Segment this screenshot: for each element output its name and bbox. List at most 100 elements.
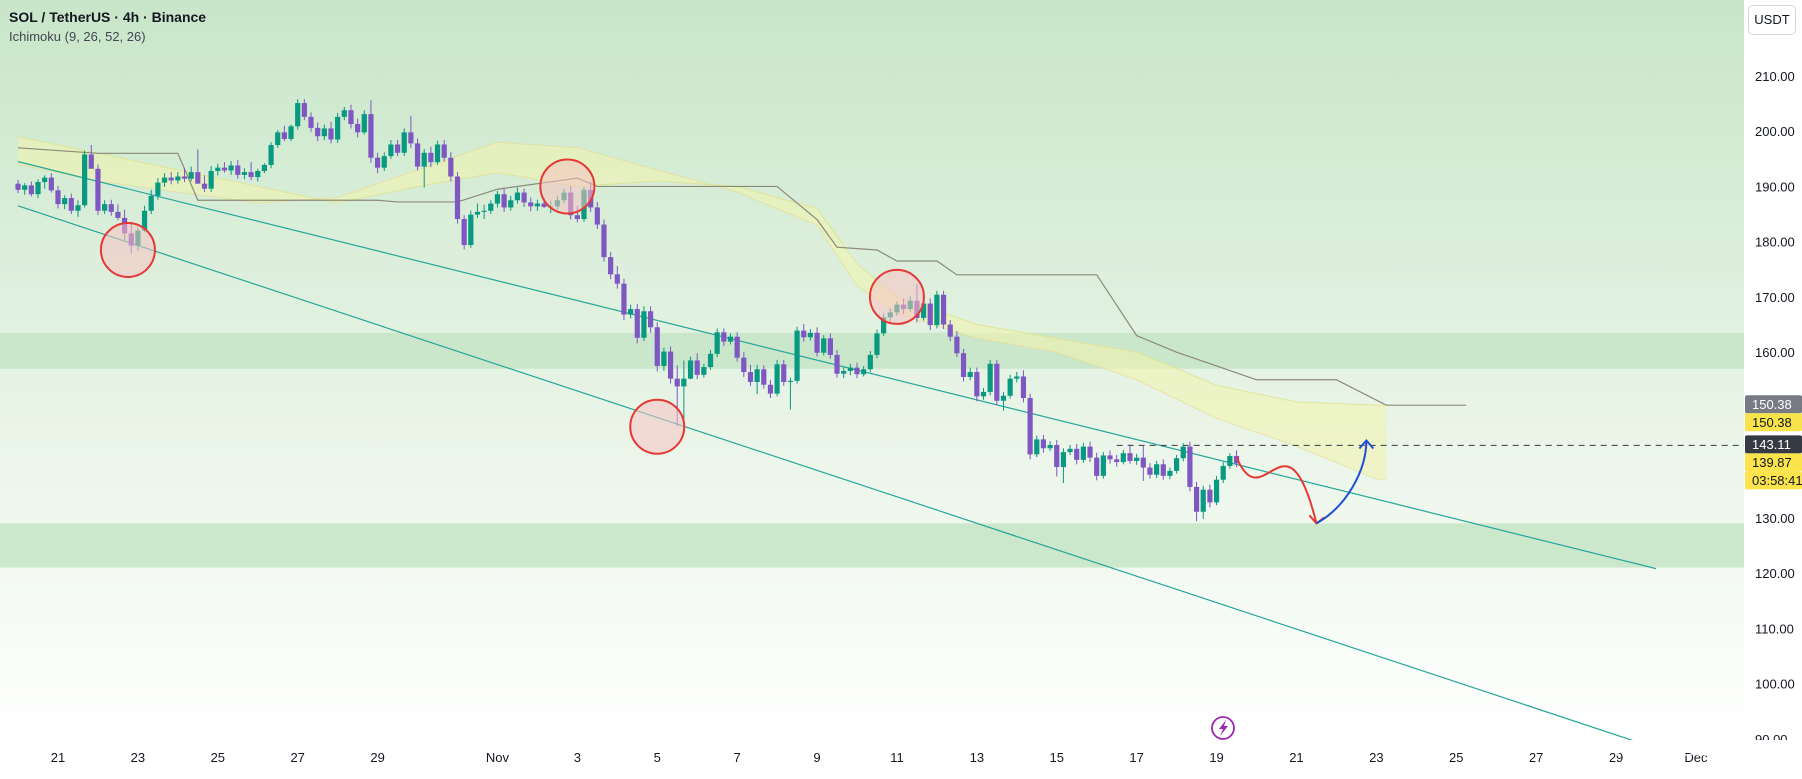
candle[interactable] [934, 290, 940, 329]
candle[interactable] [15, 179, 21, 194]
candle[interactable] [621, 278, 627, 321]
candle[interactable] [987, 359, 993, 396]
candle[interactable] [428, 146, 434, 168]
lightning-icon[interactable] [1211, 716, 1235, 740]
candle[interactable] [874, 329, 880, 359]
candle[interactable] [794, 326, 800, 384]
candle[interactable] [35, 179, 41, 199]
candle[interactable] [1020, 370, 1027, 403]
candle[interactable] [241, 168, 248, 180]
highlight-circle-1[interactable] [99, 221, 156, 278]
candle[interactable] [281, 125, 287, 142]
candle[interactable] [594, 201, 600, 229]
candle[interactable] [408, 115, 414, 148]
candle[interactable] [528, 197, 534, 212]
candle[interactable] [960, 348, 967, 382]
candle[interactable] [821, 335, 827, 356]
candle[interactable] [255, 168, 261, 182]
candle[interactable] [161, 173, 168, 188]
candle[interactable] [827, 333, 833, 359]
price-label-3[interactable]: 143.11 [1745, 435, 1802, 454]
candle[interactable] [208, 166, 214, 192]
symbol-title[interactable]: SOL / TetherUS · 4h · Binance [9, 9, 207, 25]
currency-button[interactable]: USDT [1748, 5, 1796, 35]
price-label-4[interactable]: 139.87 [1745, 453, 1802, 472]
candle[interactable] [701, 363, 707, 378]
candle[interactable] [707, 349, 714, 370]
candle[interactable] [1193, 481, 1200, 522]
candle[interactable] [974, 367, 980, 402]
candle[interactable] [1140, 446, 1146, 481]
candle[interactable] [95, 164, 101, 216]
candle[interactable] [175, 172, 181, 184]
candle[interactable] [927, 298, 933, 331]
candle[interactable] [1000, 391, 1007, 411]
candle[interactable] [1174, 454, 1180, 474]
candle[interactable] [787, 377, 794, 410]
candle[interactable] [1187, 441, 1193, 492]
candle[interactable] [188, 166, 194, 182]
price-label-1[interactable]: 150.38 [1745, 395, 1802, 414]
candle[interactable] [288, 124, 294, 142]
candle[interactable] [148, 189, 154, 215]
candle[interactable] [834, 349, 840, 378]
candle[interactable] [1054, 439, 1060, 477]
candle[interactable] [654, 322, 660, 372]
candle[interactable] [501, 188, 507, 212]
candle[interactable] [1220, 462, 1226, 484]
candle[interactable] [474, 203, 481, 218]
candle[interactable] [508, 195, 514, 211]
candle[interactable] [235, 159, 241, 179]
candle[interactable] [355, 118, 361, 138]
candle[interactable] [88, 145, 94, 169]
highlight-circle-2[interactable] [539, 158, 596, 215]
candle[interactable] [994, 359, 1000, 406]
candle[interactable] [1114, 454, 1120, 467]
candle[interactable] [734, 332, 740, 362]
candle[interactable] [335, 113, 341, 143]
candle[interactable] [348, 104, 354, 129]
candle[interactable] [1080, 442, 1086, 463]
candle[interactable] [394, 140, 401, 157]
candle[interactable] [1034, 435, 1040, 458]
candle[interactable] [1047, 441, 1053, 452]
candle[interactable] [967, 367, 973, 381]
candle[interactable] [667, 346, 674, 384]
candle[interactable] [108, 199, 114, 216]
candle[interactable] [1067, 444, 1073, 455]
candle[interactable] [368, 100, 374, 163]
projection-arrow-2[interactable] [1315, 440, 1368, 525]
candle[interactable] [741, 352, 747, 378]
candle[interactable] [861, 365, 867, 377]
candle[interactable] [1074, 443, 1080, 465]
candle[interactable] [628, 304, 634, 319]
candle[interactable] [761, 365, 767, 389]
candle[interactable] [361, 110, 367, 135]
candle[interactable] [1027, 393, 1033, 460]
candle[interactable] [381, 152, 387, 171]
candle[interactable] [1007, 374, 1013, 399]
candle[interactable] [215, 163, 221, 176]
candle[interactable] [308, 112, 314, 132]
candle[interactable] [807, 328, 813, 341]
candle[interactable] [168, 172, 174, 185]
candle[interactable] [42, 175, 48, 189]
candle[interactable] [514, 187, 521, 204]
candle[interactable] [1040, 434, 1047, 453]
candle[interactable] [1200, 485, 1206, 519]
candle[interactable] [461, 215, 467, 250]
candle[interactable] [328, 121, 334, 144]
candle[interactable] [641, 306, 647, 342]
candle[interactable] [488, 200, 494, 215]
candle[interactable] [55, 185, 61, 209]
candle[interactable] [747, 364, 754, 386]
candle[interactable] [62, 195, 68, 210]
candle[interactable] [22, 183, 28, 195]
candle[interactable] [1213, 475, 1220, 506]
candle[interactable] [614, 265, 620, 289]
candle[interactable] [481, 204, 487, 220]
candle[interactable] [867, 351, 873, 373]
candle[interactable] [248, 162, 254, 181]
candle[interactable] [1207, 484, 1213, 508]
